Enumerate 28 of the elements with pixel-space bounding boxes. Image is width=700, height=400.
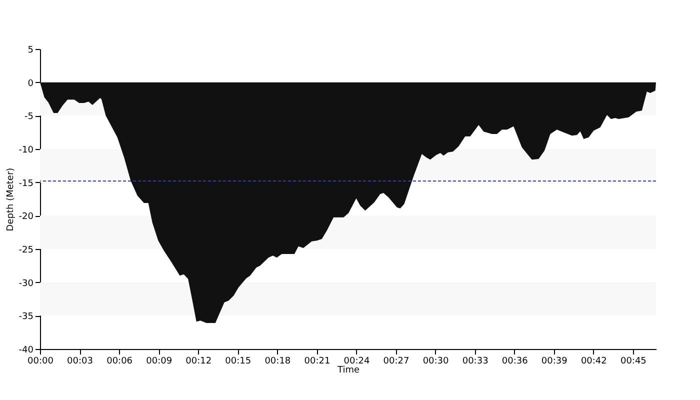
x-tick-label: 00:21 [304,356,330,366]
x-tick-label: 00:39 [541,356,568,366]
x-tick-label: 00:18 [264,356,291,366]
y-tick-label: -15 [18,178,34,189]
x-tick-label: 00:24 [344,356,370,366]
x-tick-label: 00:45 [620,356,646,366]
y-tick-label: -25 [18,246,34,256]
x-tick-label: 00:33 [462,356,488,366]
x-tick-label: 00:15 [225,356,252,366]
y-axis-title: Depth (Meter) [6,168,16,232]
y-tick-label: -20 [18,212,34,222]
x-tick-label: 00:00 [28,356,54,366]
x-tick-label: 00:42 [580,356,607,366]
x-tick-label: 00:03 [67,356,93,366]
x-tick-label: 00:12 [186,356,212,366]
x-tick-label: 00:30 [422,356,450,366]
y-tick-label: 0 [28,78,34,89]
y-tick-label: -30 [18,278,34,289]
x-tick-label: 00:27 [383,356,410,366]
y-tick-label: -5 [24,112,34,122]
x-axis-title: Time [336,366,360,376]
y-tick-label: -40 [18,346,34,356]
x-tick-label: 00:06 [106,356,133,366]
y-tick-label: 5 [28,46,34,56]
y-tick-label: -35 [18,312,34,322]
x-tick-label: 00:36 [502,356,528,366]
x-tick-label: 00:09 [146,356,172,366]
y-tick-label: -10 [18,146,34,156]
